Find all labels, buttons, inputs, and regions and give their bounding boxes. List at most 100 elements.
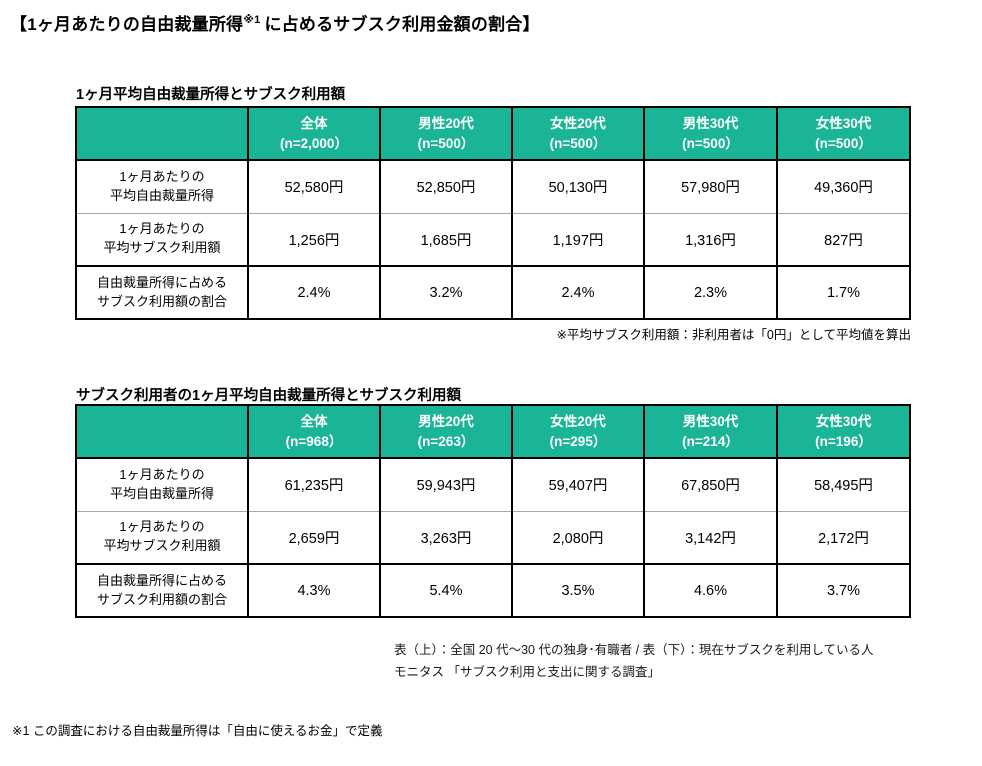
table2-col-header-female30s: 女性30代 (n=196） — [776, 405, 911, 459]
row-label-line2: サブスク利用額の割合 — [96, 591, 227, 607]
table-overall: 全体 (n=2,000） 男性20代 (n=500） 女性20代 (n=500） 男性… — [75, 106, 911, 320]
row-label-line1: 1ヶ月あたりの — [119, 466, 205, 482]
value-cell: 49,360円 — [776, 160, 911, 213]
table2-header-row: 全体 (n=968） 男性20代 (n=263） 女性20代 (n=295） 男性30… — [75, 405, 911, 459]
col-header-n: (n=263） — [417, 433, 475, 449]
source-note-line2: モニタス 「サブスク利用と支出に関する調査」 — [394, 664, 660, 679]
col-header-n: (n=500） — [549, 135, 607, 151]
col-header-n: (n=196） — [815, 433, 872, 449]
table2-row-subscription-spend: 1ヶ月あたりの 平均サブスク利用額 2,659円 3,263円 2,080円 3,… — [75, 510, 911, 564]
table1-row-ratio: 自由裁量所得に占める サブスク利用額の割合 2.4% 3.2% 2.4% 2.3%… — [75, 265, 911, 319]
row-label-line1: 自由裁量所得に占める — [96, 274, 227, 290]
table2-title: サブスク利用者の1ヶ月平均自由裁量所得とサブスク利用額 — [76, 388, 462, 404]
page-title-suffix: に占めるサブスク利用金額の割合】 — [264, 15, 540, 34]
value-cell: 58,495円 — [776, 458, 911, 511]
value-cell: 3.2% — [379, 265, 513, 319]
value-cell: 59,943円 — [379, 458, 513, 511]
col-header-label: 女性20代 — [550, 115, 606, 131]
source-note: 表（上）：全国 20 代～30 代の独身･有職者 / 表（下）：現在サブスクを利… — [394, 640, 874, 683]
col-header-label: 男性30代 — [682, 413, 739, 429]
value-cell: 1.7% — [776, 265, 911, 319]
row-label: 自由裁量所得に占める サブスク利用額の割合 — [75, 563, 249, 617]
col-header-label: 男性20代 — [418, 413, 474, 429]
col-header-label: 女性30代 — [815, 413, 872, 429]
table1-col-header-female30s: 女性30代 (n=500） — [776, 107, 911, 161]
value-cell: 3.7% — [776, 563, 911, 617]
row-label-line2: 平均自由裁量所得 — [109, 485, 214, 501]
table2-row-discretionary-income: 1ヶ月あたりの 平均自由裁量所得 61,235円 59,943円 59,407円 … — [75, 458, 911, 511]
table1-corner-cell — [75, 107, 249, 161]
value-cell: 827円 — [776, 212, 911, 266]
col-header-n: (n=500） — [417, 135, 475, 151]
value-cell: 61,235円 — [247, 458, 381, 511]
table2-corner-cell — [75, 405, 249, 459]
value-cell: 50,130円 — [511, 160, 645, 213]
col-header-n: (n=214） — [682, 433, 739, 449]
table1-col-header-total: 全体 (n=2,000） — [247, 107, 381, 161]
row-label-line1: 1ヶ月あたりの — [119, 221, 205, 237]
page-title-prefix: 【1ヶ月あたりの自由裁量所得 — [10, 15, 244, 34]
row-label-line2: サブスク利用額の割合 — [96, 293, 227, 309]
col-header-label: 男性30代 — [682, 115, 739, 131]
row-label-line2: 平均自由裁量所得 — [109, 187, 214, 203]
col-header-n: (n=2,000） — [280, 135, 348, 151]
col-header-label: 全体 — [300, 413, 328, 429]
table-subscribers-only: 全体 (n=968） 男性20代 (n=263） 女性20代 (n=295） 男性30… — [75, 404, 911, 618]
value-cell: 52,580円 — [247, 160, 381, 213]
value-cell: 2,172円 — [776, 510, 911, 564]
table1-title: 1ヶ月平均自由裁量所得とサブスク利用額 — [76, 87, 346, 103]
table1-col-header-male20s: 男性20代 (n=500） — [379, 107, 513, 161]
row-label: 1ヶ月あたりの 平均自由裁量所得 — [75, 458, 249, 511]
table2-row-ratio: 自由裁量所得に占める サブスク利用額の割合 4.3% 5.4% 3.5% 4.6%… — [75, 563, 911, 617]
value-cell: 1,685円 — [379, 212, 513, 266]
value-cell: 1,316円 — [643, 212, 778, 266]
definition-footnote: ※1 この調査における自由裁量所得は「自由に使えるお金」で定義 — [12, 724, 383, 738]
row-label: 1ヶ月あたりの 平均サブスク利用額 — [75, 212, 249, 266]
value-cell: 4.3% — [247, 563, 381, 617]
col-header-n: (n=968） — [285, 433, 343, 449]
table2-col-header-male20s: 男性20代 (n=263） — [379, 405, 513, 459]
value-cell: 4.6% — [643, 563, 778, 617]
value-cell: 57,980円 — [643, 160, 778, 213]
col-header-n: (n=500） — [815, 135, 872, 151]
table1-row-discretionary-income: 1ヶ月あたりの 平均自由裁量所得 52,580円 52,850円 50,130円 … — [75, 160, 911, 213]
value-cell: 2.4% — [511, 265, 645, 319]
col-header-n: (n=500） — [682, 135, 739, 151]
value-cell: 5.4% — [379, 563, 513, 617]
table2-col-header-male30s: 男性30代 (n=214） — [643, 405, 778, 459]
row-label-line1: 1ヶ月あたりの — [119, 519, 205, 535]
table1-footnote: ※平均サブスク利用額：非利用者は「0円」として平均値を算出 — [556, 328, 911, 342]
table2-col-header-total: 全体 (n=968） — [247, 405, 381, 459]
value-cell: 3,263円 — [379, 510, 513, 564]
row-label-line1: 自由裁量所得に占める — [96, 572, 227, 588]
col-header-n: (n=295） — [549, 433, 607, 449]
col-header-label: 全体 — [300, 115, 328, 131]
value-cell: 3.5% — [511, 563, 645, 617]
page-title-footnote-marker: ※1 — [243, 14, 261, 27]
value-cell: 59,407円 — [511, 458, 645, 511]
value-cell: 1,197円 — [511, 212, 645, 266]
row-label-line2: 平均サブスク利用額 — [103, 538, 221, 554]
row-label: 自由裁量所得に占める サブスク利用額の割合 — [75, 265, 249, 319]
col-header-label: 女性20代 — [550, 413, 606, 429]
value-cell: 3,142円 — [643, 510, 778, 564]
col-header-label: 女性30代 — [815, 115, 872, 131]
value-cell: 2.3% — [643, 265, 778, 319]
value-cell: 2,080円 — [511, 510, 645, 564]
source-note-line1: 表（上）：全国 20 代～30 代の独身･有職者 / 表（下）：現在サブスクを利… — [394, 643, 874, 657]
table1-header-row: 全体 (n=2,000） 男性20代 (n=500） 女性20代 (n=500） 男性… — [75, 107, 911, 161]
row-label-line1: 1ヶ月あたりの — [119, 168, 205, 184]
col-header-label: 男性20代 — [418, 115, 474, 131]
value-cell: 2,659円 — [247, 510, 381, 564]
value-cell: 1,256円 — [247, 212, 381, 266]
table1-row-subscription-spend: 1ヶ月あたりの 平均サブスク利用額 1,256円 1,685円 1,197円 1,… — [75, 212, 911, 266]
table1-col-header-female20s: 女性20代 (n=500） — [511, 107, 645, 161]
row-label: 1ヶ月あたりの 平均サブスク利用額 — [75, 510, 249, 564]
row-label: 1ヶ月あたりの 平均自由裁量所得 — [75, 160, 249, 213]
row-label-line2: 平均サブスク利用額 — [103, 240, 221, 256]
table2-col-header-female20s: 女性20代 (n=295） — [511, 405, 645, 459]
value-cell: 52,850円 — [379, 160, 513, 213]
table1-col-header-male30s: 男性30代 (n=500） — [643, 107, 778, 161]
page-title: 【1ヶ月あたりの自由裁量所得※1 に占めるサブスク利用金額の割合】 — [10, 10, 540, 35]
